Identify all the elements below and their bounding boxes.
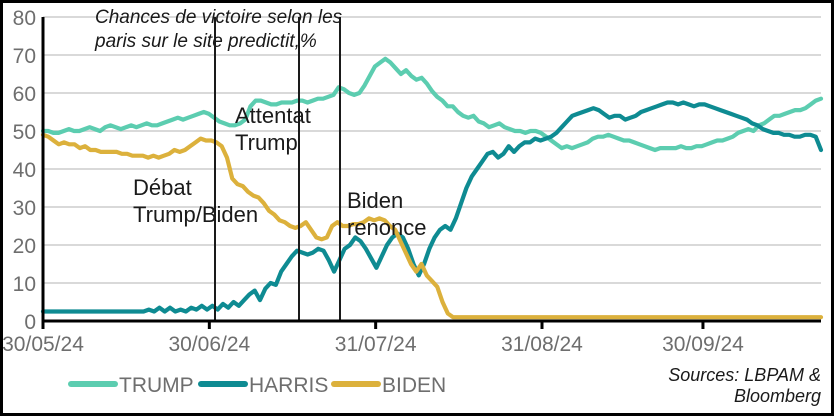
legend-label-trump: TRUMP [119, 374, 194, 397]
event-vertical-lines [214, 17, 341, 321]
x-tick-label-3: 31/08/24 [501, 333, 583, 356]
x-tick-label-4: 30/09/24 [662, 333, 744, 356]
x-tick-label-1: 30/06/24 [168, 333, 250, 356]
y-tick-label-30: 30 [13, 197, 36, 220]
y-tick-label-0: 0 [24, 311, 36, 334]
source-note-line2: Bloomberg [734, 386, 821, 406]
series-line-trump [40, 56, 824, 153]
series-lines [40, 56, 824, 320]
y-tick-label-70: 70 [13, 45, 36, 68]
x-axis-tick-labels: 30/05/24 30/06/24 31/07/24 31/08/24 30/09/24 [3, 333, 744, 356]
series-line-harris [40, 100, 824, 314]
y-tick-label-40: 40 [13, 159, 36, 182]
predictit-line-chart: 80 70 60 50 40 30 20 10 0 30/05/24 30/06/24 31/07/… [3, 7, 824, 406]
y-tick-label-60: 60 [13, 83, 36, 106]
y-tick-label-50: 50 [13, 121, 36, 144]
legend: TRUMP HARRIS BIDEN [68, 374, 446, 397]
y-tick-label-20: 20 [13, 235, 36, 258]
axes [41, 17, 821, 329]
series-line-biden [40, 132, 824, 320]
y-axis-tick-labels: 80 70 60 50 40 30 20 10 0 [13, 7, 36, 334]
y-tick-label-80: 80 [13, 7, 36, 30]
annotation-attentat-line2: Trump [235, 130, 298, 155]
annotation-biden-renonce-line2: renonce [347, 215, 427, 240]
x-tick-label-2: 31/07/24 [335, 333, 417, 356]
annotation-debat-line1: Débat [133, 175, 192, 200]
y-tick-label-10: 10 [13, 273, 36, 296]
chart-title-line2: paris sur le site predictit,% [94, 31, 317, 52]
legend-label-harris: HARRIS [249, 374, 328, 397]
source-note-line1: Sources: LBPAM & [668, 365, 821, 385]
x-tick-label-0: 30/05/24 [3, 333, 84, 356]
legend-label-biden: BIDEN [382, 374, 446, 397]
annotation-attentat-line1: Attentat [235, 103, 311, 128]
chart-title-line1: Chances de victoire selon les [95, 7, 343, 28]
annotation-biden-renonce-line1: Biden [347, 188, 403, 213]
annotation-debat-line2: Trump/Biden [133, 202, 258, 227]
